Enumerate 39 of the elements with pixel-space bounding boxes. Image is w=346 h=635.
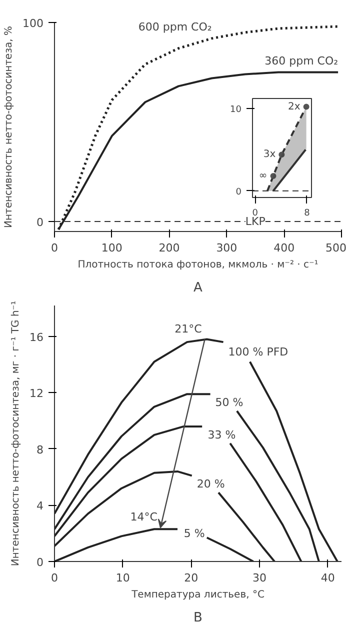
annotation: 21°C [174, 322, 202, 336]
point [303, 104, 310, 110]
series-label: 360 ppm CO₂ [264, 54, 338, 68]
x-axis-title: Температура листьев, °С [130, 590, 264, 600]
y-tick-label: 12 [30, 387, 44, 400]
series-label: 20 % [196, 478, 225, 491]
text: A [194, 280, 203, 296]
x-tick-label: 200 [158, 242, 180, 254]
x-tick-label: 0 [51, 242, 58, 254]
series-label: 50 % [215, 396, 244, 410]
point [270, 173, 276, 180]
x-tick-label: 30 [252, 572, 266, 584]
y-tick-label: 4 [36, 500, 44, 513]
annotation: ∞ [258, 170, 268, 182]
series-label: 600 ppm CO₂ [138, 20, 212, 34]
annotation: 2x [288, 101, 300, 112]
x-tick-label: 100 [101, 242, 122, 254]
y-tick-label: 16 [30, 330, 44, 344]
text: B [194, 610, 202, 626]
y-tick-label: 100 [22, 17, 44, 30]
x-tick-label: 500 [326, 242, 346, 254]
ref-line-label: LKP [245, 215, 266, 228]
x-tick-label: 40 [320, 572, 335, 584]
series-label: 33 % [208, 428, 236, 442]
y-axis-title: Интенсивность нетто-фотосинтеза, % [4, 26, 15, 228]
y-tick-label: 8 [36, 443, 44, 456]
x-tick-label: 400 [274, 242, 295, 254]
series-label: 5 % [184, 526, 205, 540]
annotation: 14°C [130, 510, 158, 524]
y-tick-label: 0 [36, 556, 44, 569]
x-tick-label: 10 [116, 572, 130, 584]
x-axis-title: Плотность потока фотонов, мкмоль · м⁻² · с⁻¹ [78, 260, 318, 270]
y-axis-title: Интенсивность нетто-фотосинтеза, мг · г⁻¹ TG h⁻¹ [10, 300, 22, 566]
x-tick-label: 0 [51, 572, 58, 584]
point [278, 152, 285, 158]
x-tick-label: 300 [216, 242, 238, 254]
annotation: 3x [263, 149, 276, 160]
series-label: 100 % PFD [228, 345, 288, 358]
x-tick-label: 20 [184, 572, 198, 584]
